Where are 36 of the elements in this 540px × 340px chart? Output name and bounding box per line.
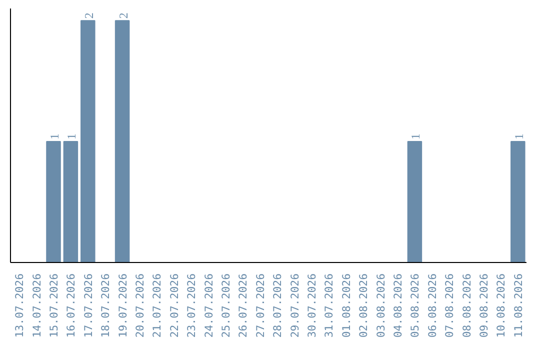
- x-tick-label: 02.08.2026: [357, 274, 370, 338]
- x-tick-label: 08.08.2026: [460, 274, 474, 338]
- x-tick-label: 03.08.2026: [374, 274, 388, 338]
- data-label: 1: [48, 134, 62, 140]
- x-tick-label: 29.07.2026: [288, 274, 302, 338]
- x-tick-label: 23.07.2026: [185, 274, 198, 338]
- x-tick-label: 22.07.2026: [168, 274, 181, 338]
- data-label: 2: [82, 12, 96, 19]
- x-tick-label: 21.07.2026: [150, 274, 164, 338]
- x-tick-label: 14.07.2026: [30, 274, 44, 338]
- x-tick-label: 28.07.2026: [271, 274, 284, 338]
- x-tick-label: 01.08.2026: [340, 274, 353, 338]
- x-tick-label: 17.07.2026: [82, 274, 95, 338]
- x-tick-label: 15.07.2026: [48, 274, 60, 338]
- x-tick-label: 19.07.2026: [116, 274, 130, 338]
- x-tick-label: 10.08.2026: [494, 274, 508, 338]
- x-tick-label: 09.08.2026: [478, 274, 490, 338]
- x-tick-label: 31.07.2026: [322, 274, 336, 338]
- data-label: 1: [408, 134, 423, 140]
- data-label: 1: [512, 134, 526, 140]
- x-tick-label: 27.07.2026: [254, 274, 267, 338]
- x-tick-label: 06.08.2026: [426, 274, 439, 338]
- data-label: 1: [64, 134, 79, 140]
- x-tick-label: 04.08.2026: [392, 274, 404, 338]
- x-tick-label: 16.07.2026: [64, 274, 78, 338]
- x-tick-label: 13.07.2026: [13, 274, 26, 338]
- x-tick-label: 24.07.2026: [202, 274, 216, 338]
- x-tick-label: 07.08.2026: [443, 274, 456, 338]
- data-label: 2: [116, 12, 130, 19]
- x-tick-label: 30.07.2026: [306, 274, 318, 338]
- x-tick-label: 26.07.2026: [236, 274, 250, 338]
- x-tick-label: 20.07.2026: [134, 274, 146, 338]
- x-tick-label: 18.07.2026: [99, 274, 112, 338]
- x-tick-label: 05.08.2026: [408, 274, 422, 338]
- x-tick-label: 11.08.2026: [512, 274, 525, 338]
- x-tick-label: 25.07.2026: [220, 274, 232, 338]
